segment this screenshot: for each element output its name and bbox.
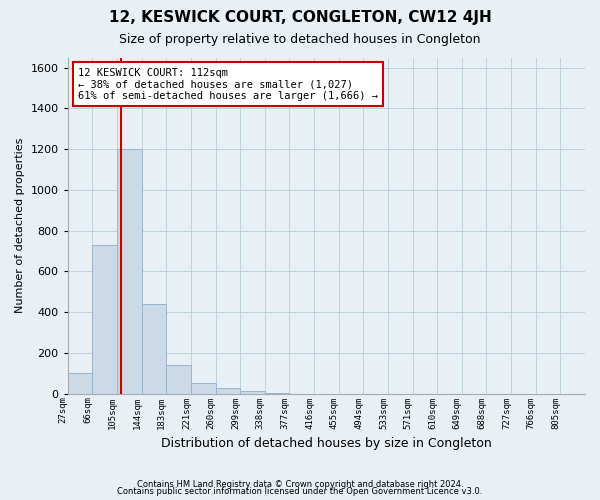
Y-axis label: Number of detached properties: Number of detached properties: [15, 138, 25, 314]
Bar: [240, 390, 265, 394]
Text: 12, KESWICK COURT, CONGLETON, CW12 4JH: 12, KESWICK COURT, CONGLETON, CW12 4JH: [109, 10, 491, 25]
Text: Contains public sector information licensed under the Open Government Licence v3: Contains public sector information licen…: [118, 488, 482, 496]
Bar: [265, 392, 289, 394]
Bar: [215, 388, 240, 394]
Text: Size of property relative to detached houses in Congleton: Size of property relative to detached ho…: [119, 32, 481, 46]
Text: 12 KESWICK COURT: 112sqm
← 38% of detached houses are smaller (1,027)
61% of sem: 12 KESWICK COURT: 112sqm ← 38% of detach…: [78, 68, 378, 101]
Bar: [191, 384, 215, 394]
Bar: [68, 374, 92, 394]
Bar: [117, 149, 142, 394]
Bar: [92, 245, 117, 394]
Bar: [142, 304, 166, 394]
X-axis label: Distribution of detached houses by size in Congleton: Distribution of detached houses by size …: [161, 437, 492, 450]
Bar: [166, 365, 191, 394]
Text: Contains HM Land Registry data © Crown copyright and database right 2024.: Contains HM Land Registry data © Crown c…: [137, 480, 463, 489]
